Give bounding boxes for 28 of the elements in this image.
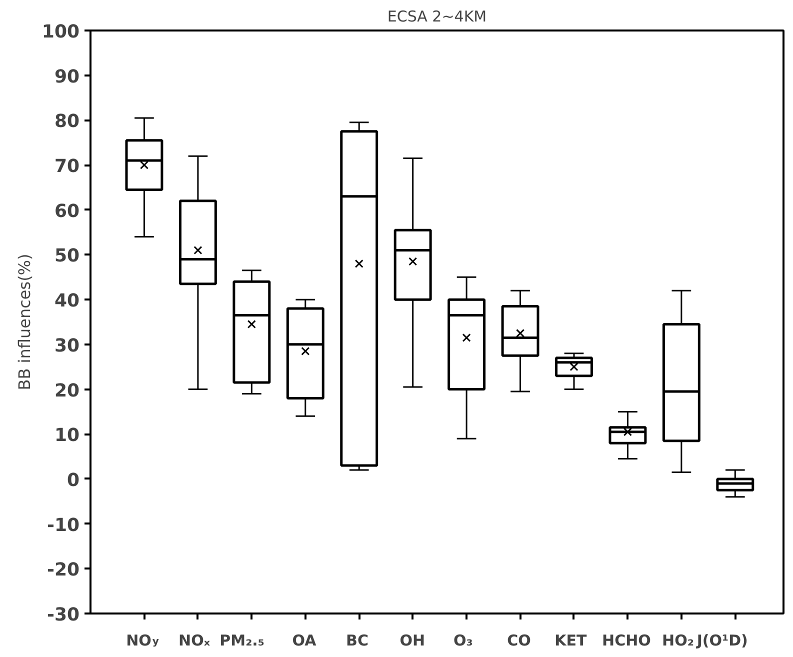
x-tick-label: HO₂ <box>662 632 694 650</box>
x-tick-label: BC <box>346 632 368 650</box>
x-tick-label: O₃ <box>453 632 473 650</box>
x-tick-label: OH <box>400 632 426 650</box>
y-tick-label: 80 <box>54 111 80 132</box>
x-tick-label: OA <box>292 632 317 650</box>
y-tick-label: 0 <box>66 470 80 491</box>
y-tick-label: 40 <box>54 290 80 312</box>
x-tick-label: PM₂.₅ <box>220 632 264 650</box>
y-tick-label: 50 <box>54 246 80 267</box>
x-tick-label: HCHO <box>602 632 651 650</box>
x-tick-label: NOy <box>126 632 160 650</box>
x-tick-label: KET <box>554 632 588 650</box>
y-tick-label: 70 <box>54 156 80 178</box>
y-tick-label: -30 <box>46 604 80 626</box>
y-tick-label: -20 <box>46 560 80 581</box>
y-axis-title: BB influences(%) <box>14 254 34 390</box>
y-tick-label: 10 <box>54 425 80 446</box>
y-tick-label: 90 <box>54 66 80 88</box>
x-tick-label: CO <box>507 632 531 650</box>
y-tick-label: 100 <box>42 22 80 42</box>
x-tick-label: NOₓ <box>178 632 211 650</box>
y-tick-label: 60 <box>54 200 80 222</box>
y-tick-label: 20 <box>54 380 80 402</box>
y-tick-label: 30 <box>54 335 80 356</box>
y-tick-label: -10 <box>46 514 80 536</box>
chart-title: ECSA 2~4KM <box>387 8 487 26</box>
x-tick-label: J(O¹D) <box>696 632 748 650</box>
